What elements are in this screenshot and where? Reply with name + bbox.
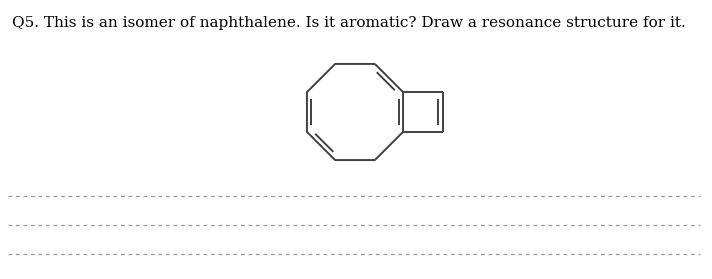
Text: Q5. This is an isomer of naphthalene. Is it aromatic? Draw a resonance structure: Q5. This is an isomer of naphthalene. Is… (12, 16, 686, 30)
